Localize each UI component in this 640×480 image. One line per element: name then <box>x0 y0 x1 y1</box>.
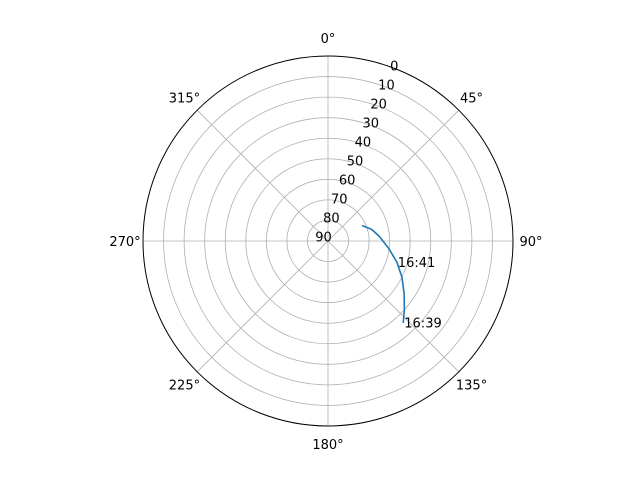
theta-tick-label: 315° <box>169 91 200 106</box>
series-layer <box>361 225 406 324</box>
polar-grid <box>143 56 513 426</box>
r-tick-label: 50 <box>347 154 364 169</box>
r-tick-label: 0 <box>390 59 398 74</box>
theta-tick-label: 270° <box>109 235 140 250</box>
r-tick-label: 60 <box>339 173 356 188</box>
theta-tick-label: 180° <box>312 438 343 453</box>
theta-tick-label: 45° <box>460 91 483 106</box>
theta-grid-spoke <box>196 109 329 242</box>
r-tick-label: 40 <box>355 135 372 150</box>
theta-grid-spoke <box>327 240 460 373</box>
label-layer: 0° 45° 90° 135° 180° 225° 270° 315° 0 10 20 30 40 50 6… <box>109 32 542 453</box>
theta-grid-spoke <box>196 240 329 373</box>
theta-tick-label: 135° <box>456 379 487 394</box>
theta-tick-label: 90° <box>519 235 542 250</box>
polar-frame <box>142 55 514 427</box>
time-annotation: 16:39 <box>404 316 441 331</box>
r-tick-label: 20 <box>370 97 387 112</box>
theta-tick-label: 225° <box>169 379 200 394</box>
r-tick-label: 30 <box>362 116 379 131</box>
series-line <box>361 225 406 324</box>
time-annotation: 16:41 <box>398 256 435 271</box>
r-tick-label: 80 <box>323 211 340 226</box>
r-tick-label: 90 <box>315 230 332 245</box>
theta-grid-spoke <box>327 109 460 242</box>
r-tick-label: 10 <box>378 78 395 93</box>
theta-tick-label: 0° <box>321 32 336 47</box>
r-tick-label: 70 <box>331 192 348 207</box>
